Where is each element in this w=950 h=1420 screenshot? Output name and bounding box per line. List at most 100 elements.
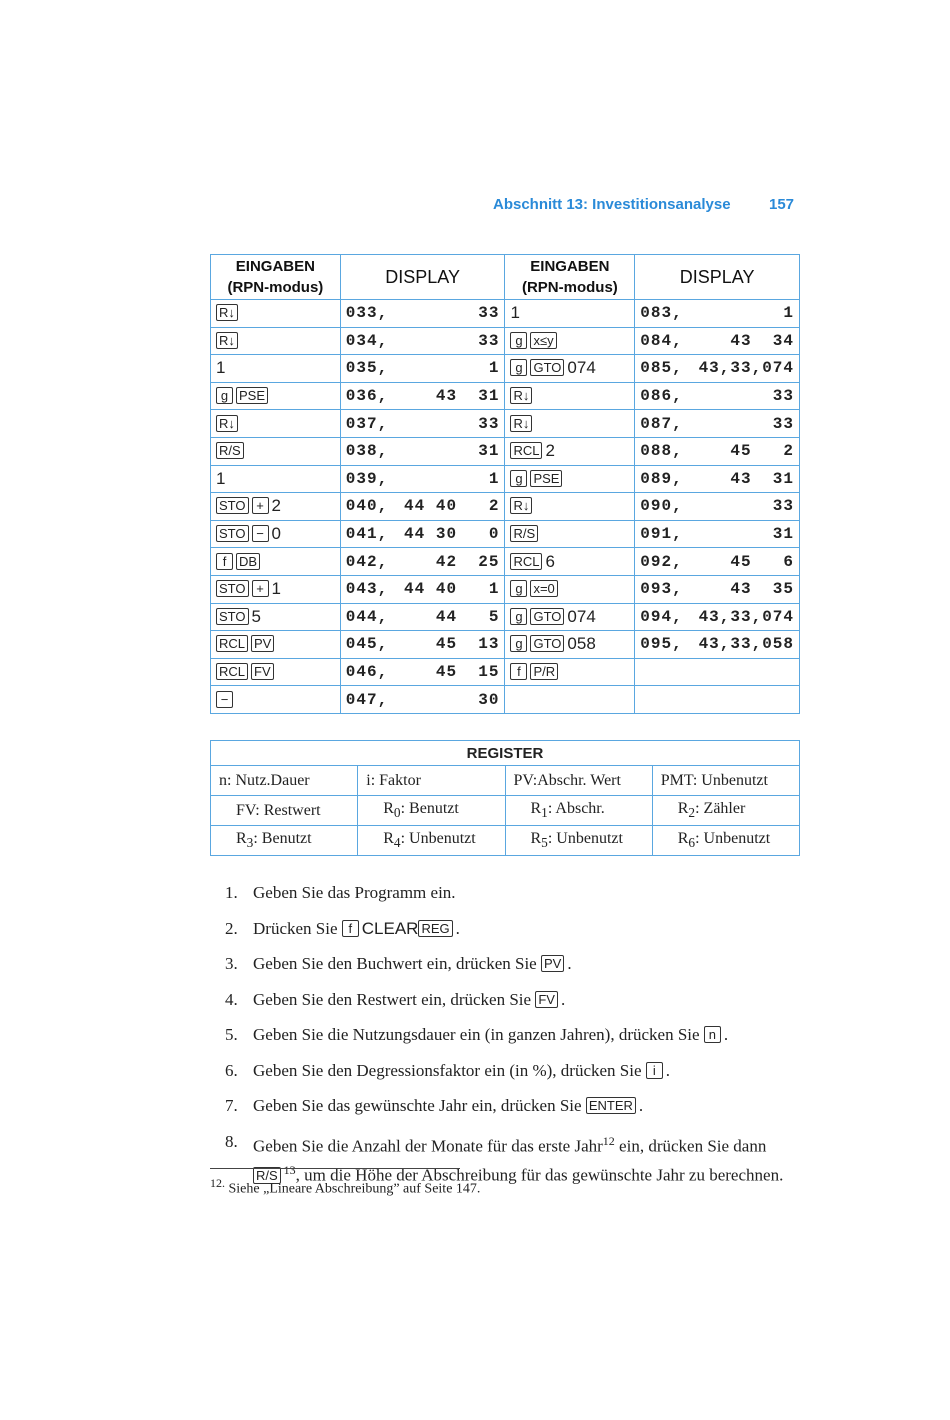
register-desc: : Benutzt xyxy=(400,799,459,817)
input-cell: g PSE xyxy=(210,381,341,411)
display-code: 44 40 1 xyxy=(404,580,500,599)
key-f-icon: f xyxy=(216,552,233,570)
text: 1 xyxy=(271,579,281,599)
display-address: 092, xyxy=(640,552,683,571)
key-FV-icon: FV xyxy=(535,990,558,1008)
inputs-header-line1: EINGABEN xyxy=(530,258,610,275)
display-address: 037, xyxy=(345,414,389,433)
register-name: R xyxy=(530,829,542,847)
text: Geben Sie die Nutzungsdauer ein (in ganz… xyxy=(253,1025,704,1044)
display-address: 040, xyxy=(345,497,389,516)
register-desc: : Unbenutzt xyxy=(547,829,623,847)
display-cell: 042, 42 25 xyxy=(339,547,506,576)
display-address: 088, xyxy=(640,442,683,461)
display-code: 33 xyxy=(772,414,794,433)
register-table: REGISTER n: Nutz.Dauer i: Faktor PV:Abschr… xyxy=(209,740,801,856)
display-cell: 041, 44 30 0 xyxy=(339,519,506,549)
display-address: 090, xyxy=(640,497,683,516)
inputs-header-line2: (RPN-modus) xyxy=(227,279,324,296)
key-R-icon: R↓ xyxy=(216,414,238,432)
display-code: 44 40 2 xyxy=(404,497,500,516)
display-cell: 034, 33 xyxy=(339,326,506,356)
text: 2 xyxy=(545,441,555,461)
key-PV-icon: PV xyxy=(540,955,565,972)
register-row: R3: Benutzt R4: Unbenutzt R5: Unbenutzt R6:… xyxy=(209,825,801,856)
step-number: 6. xyxy=(225,1060,238,1080)
table-row: R↓ 033, 33 1 083, 1 xyxy=(210,299,800,328)
display-cell: 090, 33 xyxy=(634,492,800,521)
key-f-icon: f xyxy=(510,663,528,681)
register-cell: R0: Benutzt xyxy=(357,795,506,826)
display-cell: 084, 43 34 xyxy=(634,326,800,356)
key-xy-icon: x≤y xyxy=(530,331,557,349)
register-desc: PV:Abschr. Wert xyxy=(513,771,621,789)
footnote-mark: 12. xyxy=(210,1176,225,1190)
table-row: R↓ 034, 33 g x≤y 084, 43 34 xyxy=(210,326,800,356)
inputs-header: EINGABEN (RPN-modus) xyxy=(504,254,636,300)
display-cell: 088, 45 2 xyxy=(634,436,800,466)
key-RCL-icon: RCL xyxy=(216,663,249,681)
footnote-ref: 13 xyxy=(283,1163,296,1178)
key-R-icon: R↓ xyxy=(216,304,238,322)
display-address: 091, xyxy=(640,525,683,544)
display-code: 45 15 xyxy=(435,663,500,682)
display-code: 33 xyxy=(478,331,500,350)
step-number: 4. xyxy=(225,989,238,1009)
input-cell: R↓ xyxy=(210,409,341,438)
display-cell: 037, 33 xyxy=(339,409,506,438)
display-code: 43 34 xyxy=(730,331,794,350)
key-n-icon: n xyxy=(703,1026,721,1043)
input-cell xyxy=(504,685,636,714)
display-header: DISPLAY xyxy=(634,254,800,300)
display-address: 045, xyxy=(345,635,389,654)
register-cell: n: Nutz.Dauer xyxy=(209,765,359,796)
inputs-header-line2: (RPN-modus) xyxy=(521,279,618,296)
table-row: STO −0 041, 44 30 0 R/S 091, 31 xyxy=(210,519,800,549)
register-name: R xyxy=(677,799,689,817)
display-cell: 089, 43 31 xyxy=(634,464,800,494)
key-i-icon: i xyxy=(645,1061,663,1079)
table-row: STO +1 043, 44 40 1 g x=0 093, 43 35 xyxy=(210,574,800,604)
text: . xyxy=(665,1060,671,1080)
register-cell: FV: Restwert xyxy=(209,795,359,826)
input-cell: R↓ xyxy=(504,492,636,521)
step-number: 1. xyxy=(225,883,238,902)
table-row: STO +2 040, 44 40 2 R↓ 090, 33 xyxy=(210,492,800,521)
register-index: 1 xyxy=(541,805,548,821)
display-code: 45 13 xyxy=(435,635,500,654)
display-address: 038, xyxy=(345,442,389,461)
register-desc: FV: Restwert xyxy=(236,801,321,819)
display-code: 43 35 xyxy=(730,580,794,599)
table-row: R/S 038, 31 RCL 2 088, 45 2 xyxy=(210,436,800,466)
key-g-icon: g xyxy=(510,607,528,625)
key-PSE-icon: PSE xyxy=(236,387,269,405)
display-code: 30 xyxy=(478,690,500,709)
footnote-text: Siehe „Lineare Abschreibung” auf Seite 1… xyxy=(225,1181,481,1197)
key-RS-icon: R/S xyxy=(510,525,539,543)
register-cell: R6: Unbenutzt xyxy=(651,825,801,856)
display-code: 1 xyxy=(488,359,500,378)
display-cell: 093, 43 35 xyxy=(634,574,800,604)
step-number: 7. xyxy=(225,1096,238,1115)
display-cell: 083, 1 xyxy=(634,299,800,328)
text: . xyxy=(723,1025,729,1044)
text: 074 xyxy=(567,358,596,378)
key-f-icon: f xyxy=(341,919,359,937)
register-desc: : Zähler xyxy=(695,799,746,817)
display-cell: 047, 30 xyxy=(339,685,506,714)
display-address: 046, xyxy=(345,663,389,682)
input-cell: f P/R xyxy=(504,657,636,687)
input-cell: g x≤y xyxy=(504,326,636,356)
input-cell: STO 5 xyxy=(210,602,341,632)
text: Geben Sie den Degressionsfaktor ein (in … xyxy=(253,1060,646,1080)
display-cell xyxy=(634,657,800,687)
text: . xyxy=(567,954,572,973)
register-index: 2 xyxy=(688,805,696,821)
input-cell: R↓ xyxy=(210,299,341,328)
display-code: 43,33,074 xyxy=(698,359,794,378)
display-address: 094, xyxy=(640,607,683,626)
text: 074 xyxy=(567,606,596,626)
input-cell: g x=0 xyxy=(504,574,636,604)
display-address: 042, xyxy=(345,552,389,571)
